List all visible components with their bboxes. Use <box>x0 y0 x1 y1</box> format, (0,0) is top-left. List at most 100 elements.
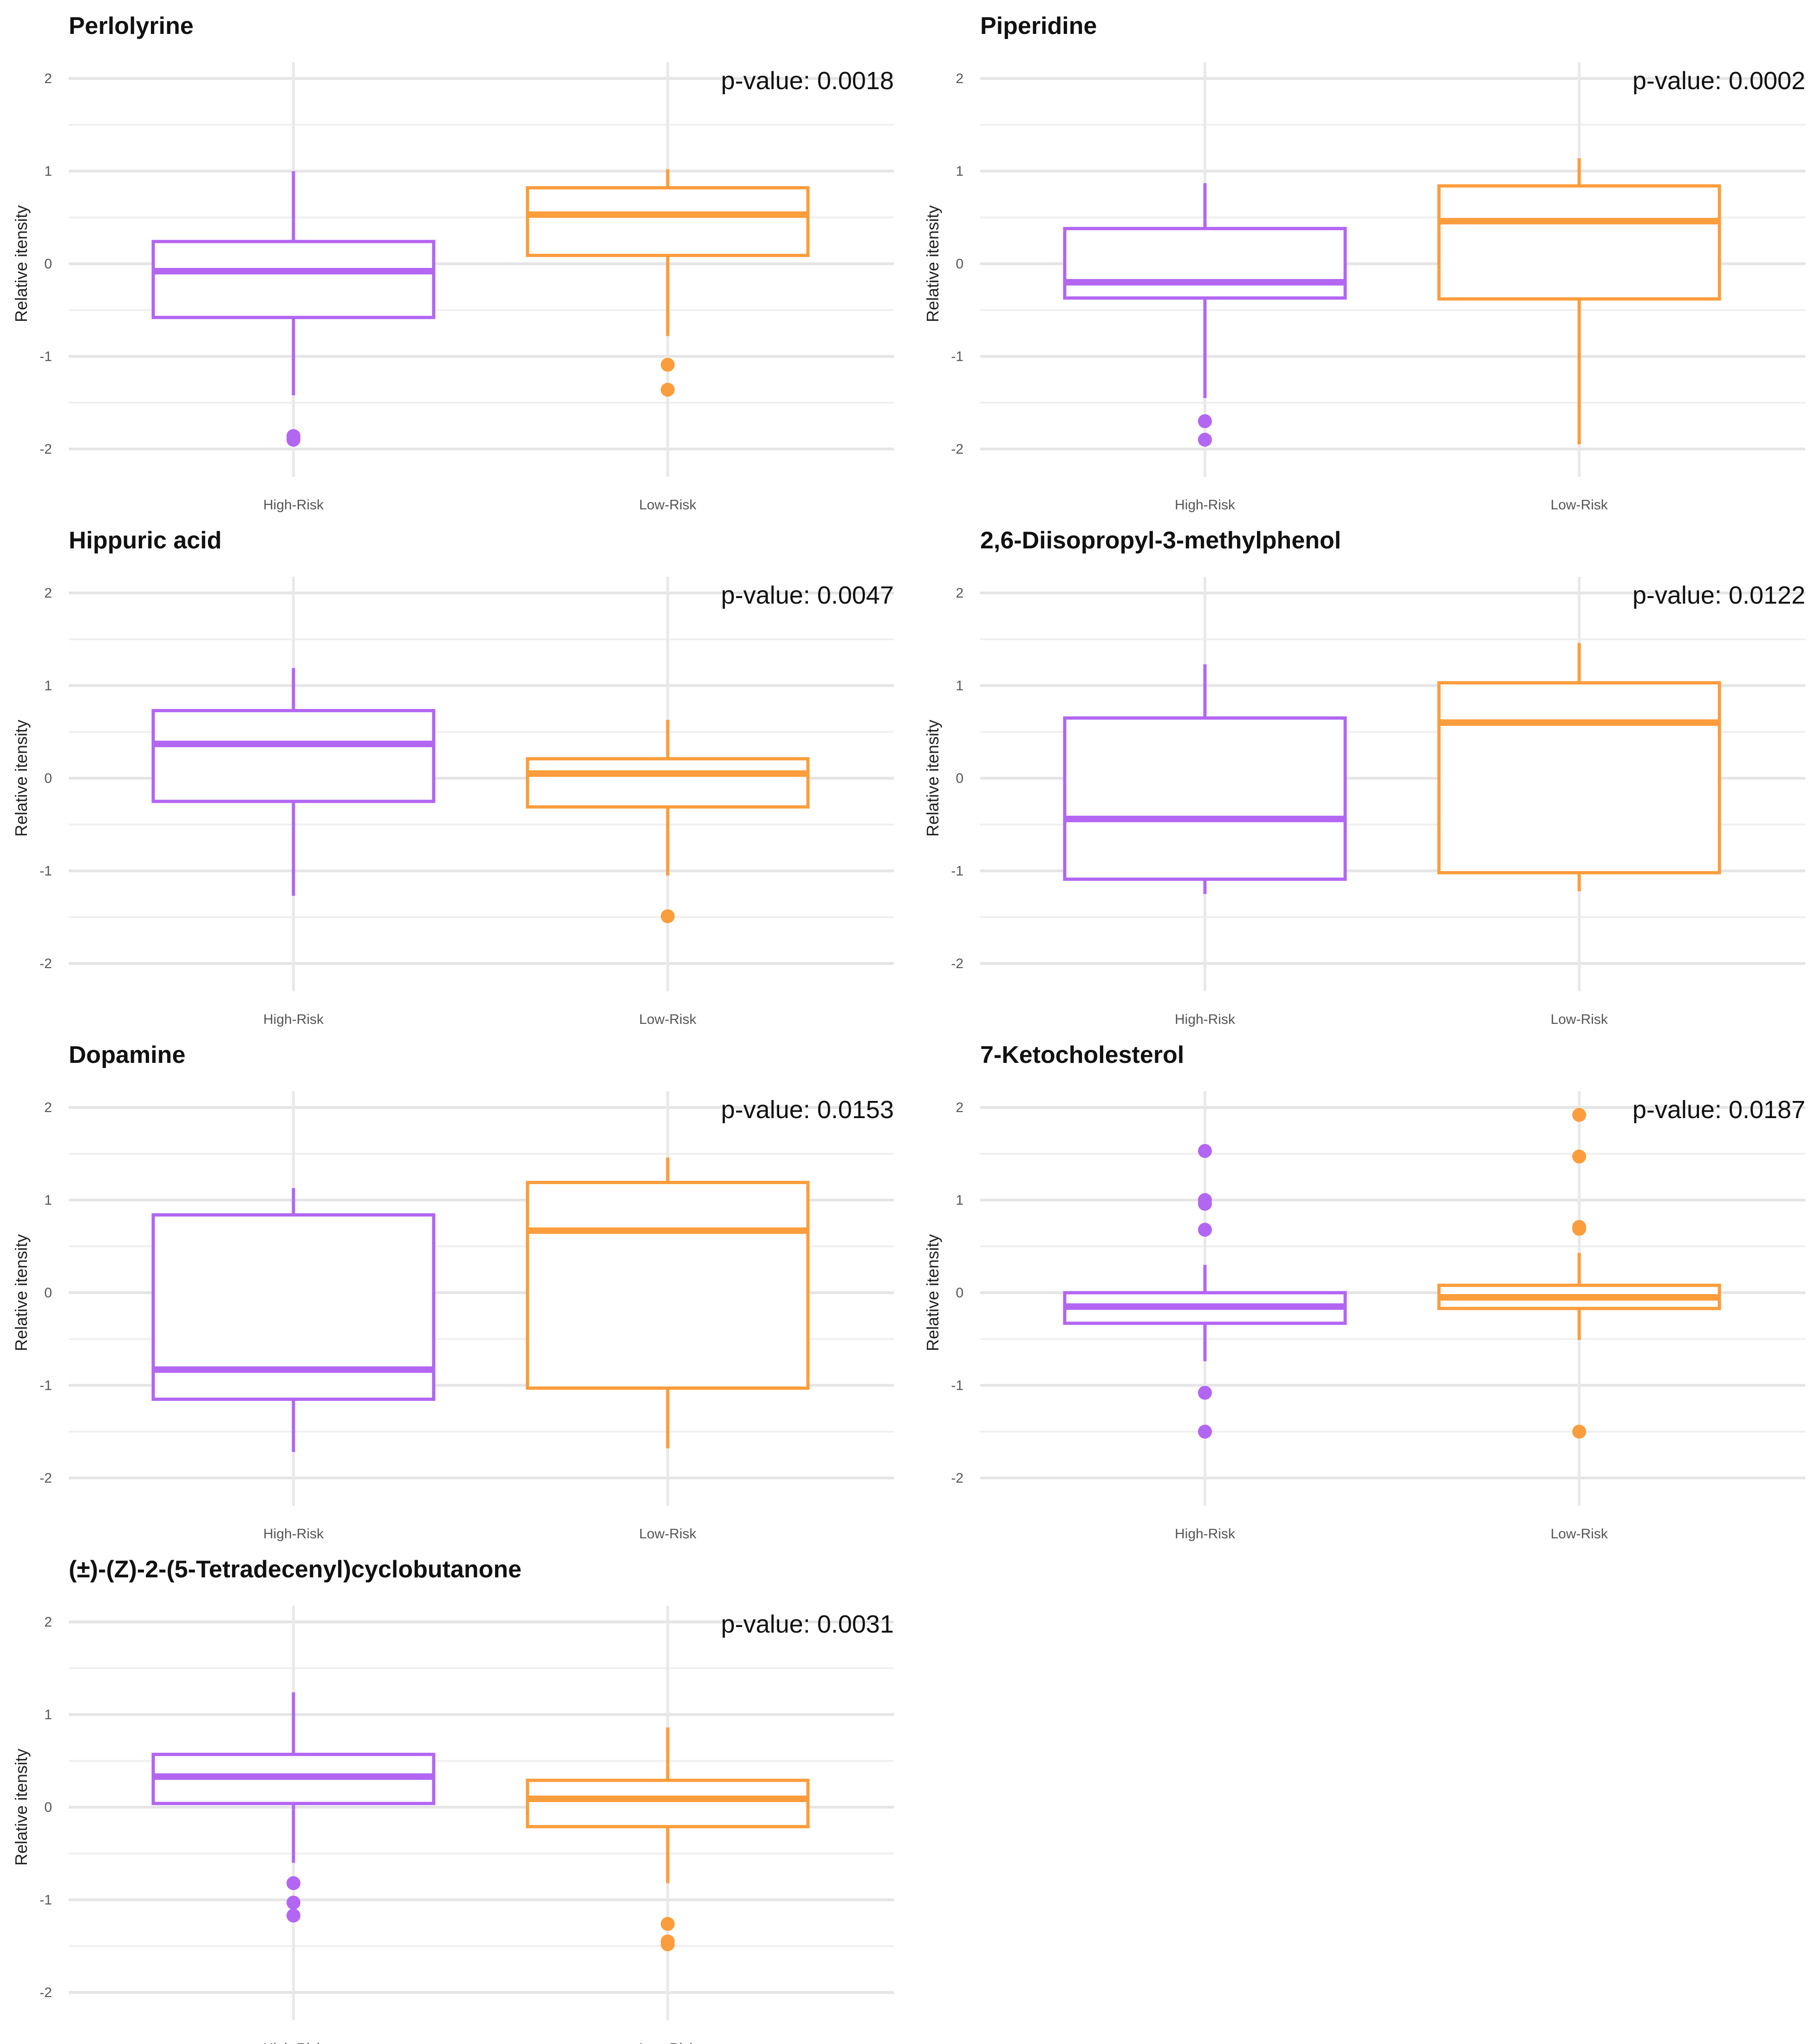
y-tick-label: 2 <box>956 71 963 86</box>
chart-title: 2,6-Diisopropyl-3-methylphenol <box>980 527 1341 554</box>
x-tick-label: Low-Risk <box>639 2041 696 2044</box>
iqr-box <box>1063 227 1347 300</box>
chart-panel: Dopamine -2 -1 0 1 2 Relative itensity High-Ris… <box>12 1042 894 1542</box>
y-tick-label: -2 <box>39 442 52 457</box>
y-tick-label: 0 <box>44 771 52 786</box>
box-high-risk <box>1063 1144 1347 1439</box>
iqr-box <box>526 1181 810 1390</box>
outlier-point <box>661 358 675 372</box>
chart-title: 7-Ketocholesterol <box>980 1042 1184 1068</box>
outlier-point <box>1572 1222 1586 1236</box>
p-value-annotation: p-value: 0.0122 <box>1633 581 1805 609</box>
chart-title: Dopamine <box>69 1042 185 1068</box>
y-tick-label: -1 <box>39 1893 52 1908</box>
x-tick-label: Low-Risk <box>1550 497 1608 513</box>
x-tick-label: Low-Risk <box>1550 1012 1608 1027</box>
y-tick-label: 1 <box>44 164 52 179</box>
iqr-box <box>151 240 436 319</box>
y-tick-label: 1 <box>44 1707 52 1723</box>
iqr-box <box>1437 681 1721 874</box>
y-axis-label: Relative itensity <box>12 1234 31 1351</box>
y-tick-label: 0 <box>956 256 963 272</box>
chart-title: Piperidine <box>980 13 1097 39</box>
y-tick-label: 1 <box>44 1193 52 1208</box>
outlier-point <box>286 433 300 447</box>
outlier-point <box>1198 1144 1212 1158</box>
y-tick-label: 1 <box>44 678 52 694</box>
outlier-point <box>661 1937 675 1952</box>
p-value-annotation: p-value: 0.0153 <box>721 1096 894 1124</box>
y-tick-label: -2 <box>39 1985 52 2000</box>
y-tick-label: -1 <box>39 349 52 365</box>
chart-panel: (±)-(Z)-2-(5-Tetradecenyl)cyclobutanone -… <box>12 1556 894 2044</box>
chart-title: Hippuric acid <box>69 527 221 554</box>
chart-panel: Perlolyrine -2 -1 0 1 2 Relative itensity High-… <box>12 13 894 513</box>
y-tick-label: -2 <box>951 442 963 457</box>
chart-panel: Piperidine -2 -1 0 1 2 Relative itensity High-R… <box>923 13 1805 513</box>
y-tick-label: 2 <box>44 1100 52 1115</box>
box-high-risk <box>1063 664 1347 894</box>
y-axis-label: Relative itensity <box>12 205 31 322</box>
chart-title: (±)-(Z)-2-(5-Tetradecenyl)cyclobutanone <box>69 1556 521 1583</box>
outlier-point <box>661 909 675 924</box>
outlier-point <box>1572 1149 1586 1164</box>
y-tick-label: -2 <box>951 1471 963 1486</box>
iqr-box <box>526 757 810 809</box>
y-tick-label: 0 <box>956 771 963 786</box>
x-tick-label: High-Risk <box>263 497 324 513</box>
p-value-annotation: p-value: 0.0047 <box>721 581 894 609</box>
box-low-risk <box>1437 643 1721 892</box>
outlier-point <box>1198 433 1212 447</box>
y-tick-label: 0 <box>44 256 52 272</box>
outlier-point <box>1198 1425 1212 1439</box>
y-tick-label: -1 <box>951 1378 963 1393</box>
iqr-box <box>1063 716 1347 881</box>
y-axis-label: Relative itensity <box>12 720 31 837</box>
x-tick-label: Low-Risk <box>639 1526 696 1542</box>
outlier-point <box>1572 1107 1586 1122</box>
chart-panel: Hippuric acid -2 -1 0 1 2 Relative itensity Hig… <box>12 527 894 1027</box>
box-low-risk <box>526 720 810 924</box>
p-value-annotation: p-value: 0.0018 <box>721 67 894 95</box>
p-value-annotation: p-value: 0.0031 <box>721 1610 894 1638</box>
x-tick-label: High-Risk <box>263 1526 324 1542</box>
outlier-point <box>286 1895 300 1910</box>
x-tick-label: Low-Risk <box>639 1012 696 1027</box>
box-low-risk <box>1437 1107 1721 1439</box>
outlier-point <box>1198 1386 1212 1400</box>
box-low-risk <box>526 1727 810 1952</box>
iqr-box <box>526 186 810 257</box>
y-tick-label: 2 <box>44 1614 52 1630</box>
outlier-point <box>1198 1197 1212 1211</box>
p-value-annotation: p-value: 0.0187 <box>1633 1096 1805 1124</box>
box-low-risk <box>1437 158 1721 445</box>
box-high-risk <box>151 668 436 896</box>
y-tick-label: -1 <box>951 349 963 365</box>
y-tick-label: -1 <box>39 864 52 879</box>
y-tick-label: 1 <box>956 678 963 694</box>
y-axis-label: Relative itensity <box>923 205 942 322</box>
outlier-point <box>661 383 675 397</box>
x-tick-label: High-Risk <box>263 1012 324 1027</box>
outlier-point <box>661 1917 675 1931</box>
box-high-risk <box>151 1692 436 1923</box>
iqr-box <box>526 1778 810 1829</box>
y-tick-label: 0 <box>956 1285 963 1301</box>
box-low-risk <box>526 1157 810 1449</box>
y-tick-label: -1 <box>951 864 963 879</box>
y-tick-label: 1 <box>956 164 963 179</box>
outlier-point <box>286 1908 300 1923</box>
outlier-point <box>1198 1223 1212 1237</box>
outlier-point <box>286 1876 300 1890</box>
iqr-box <box>1437 184 1721 301</box>
y-tick-label: -2 <box>39 956 52 971</box>
y-tick-label: 2 <box>44 586 52 601</box>
y-axis-label: Relative itensity <box>12 1749 31 1866</box>
chart-panel: 7-Ketocholesterol -2 -1 0 1 2 Relative itensit… <box>923 1042 1805 1542</box>
chart-panel: 2,6-Diisopropyl-3-methylphenol -2 -1 0 1 2 Rel… <box>923 527 1805 1027</box>
y-tick-label: -2 <box>39 1471 52 1486</box>
box-high-risk <box>151 171 436 447</box>
y-axis-label: Relative itensity <box>923 720 942 837</box>
y-tick-label: 2 <box>44 71 52 86</box>
